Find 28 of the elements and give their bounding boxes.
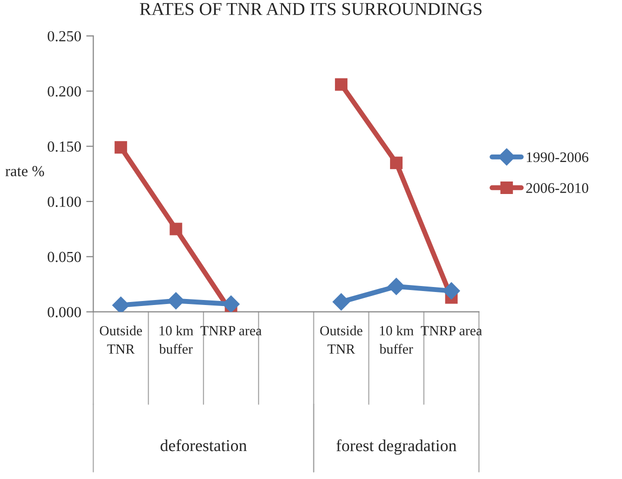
text: forest degradation xyxy=(336,439,456,455)
point xyxy=(167,292,184,310)
y-tick-label: 0.100 xyxy=(48,196,81,207)
y-tick-label: 0.150 xyxy=(48,141,81,152)
x-tick-label: TNRP area xyxy=(200,326,262,336)
y-tick-label: 0.050 xyxy=(48,252,81,262)
point xyxy=(388,278,405,295)
x-tick-label: TNRP area xyxy=(420,326,482,336)
point xyxy=(390,156,403,170)
point xyxy=(114,141,128,154)
point xyxy=(222,296,240,312)
x-tick-label: Outside TNR xyxy=(320,326,362,354)
y-tick-label: 0.000 xyxy=(48,306,81,318)
point xyxy=(334,78,348,91)
legend-label: 2006-2010 xyxy=(526,183,588,193)
point xyxy=(170,222,182,236)
point xyxy=(442,282,460,300)
x-tick-label: 10 km buffer xyxy=(379,326,414,354)
y-axis-title: rate % xyxy=(5,166,44,176)
point xyxy=(112,296,130,312)
y-tick-label: 0.200 xyxy=(48,86,81,97)
point xyxy=(332,293,350,310)
chart-title: RATES OF TNR AND ITS SURROUNDINGS xyxy=(140,2,482,16)
text: deforestation xyxy=(160,439,247,452)
y-tick-label: 0.250 xyxy=(48,31,81,42)
x-tick-label: 10 km buffer xyxy=(159,326,194,354)
legend-label: 1990-2006 xyxy=(526,152,588,162)
x-tick-label: Outside TNR xyxy=(100,326,142,354)
